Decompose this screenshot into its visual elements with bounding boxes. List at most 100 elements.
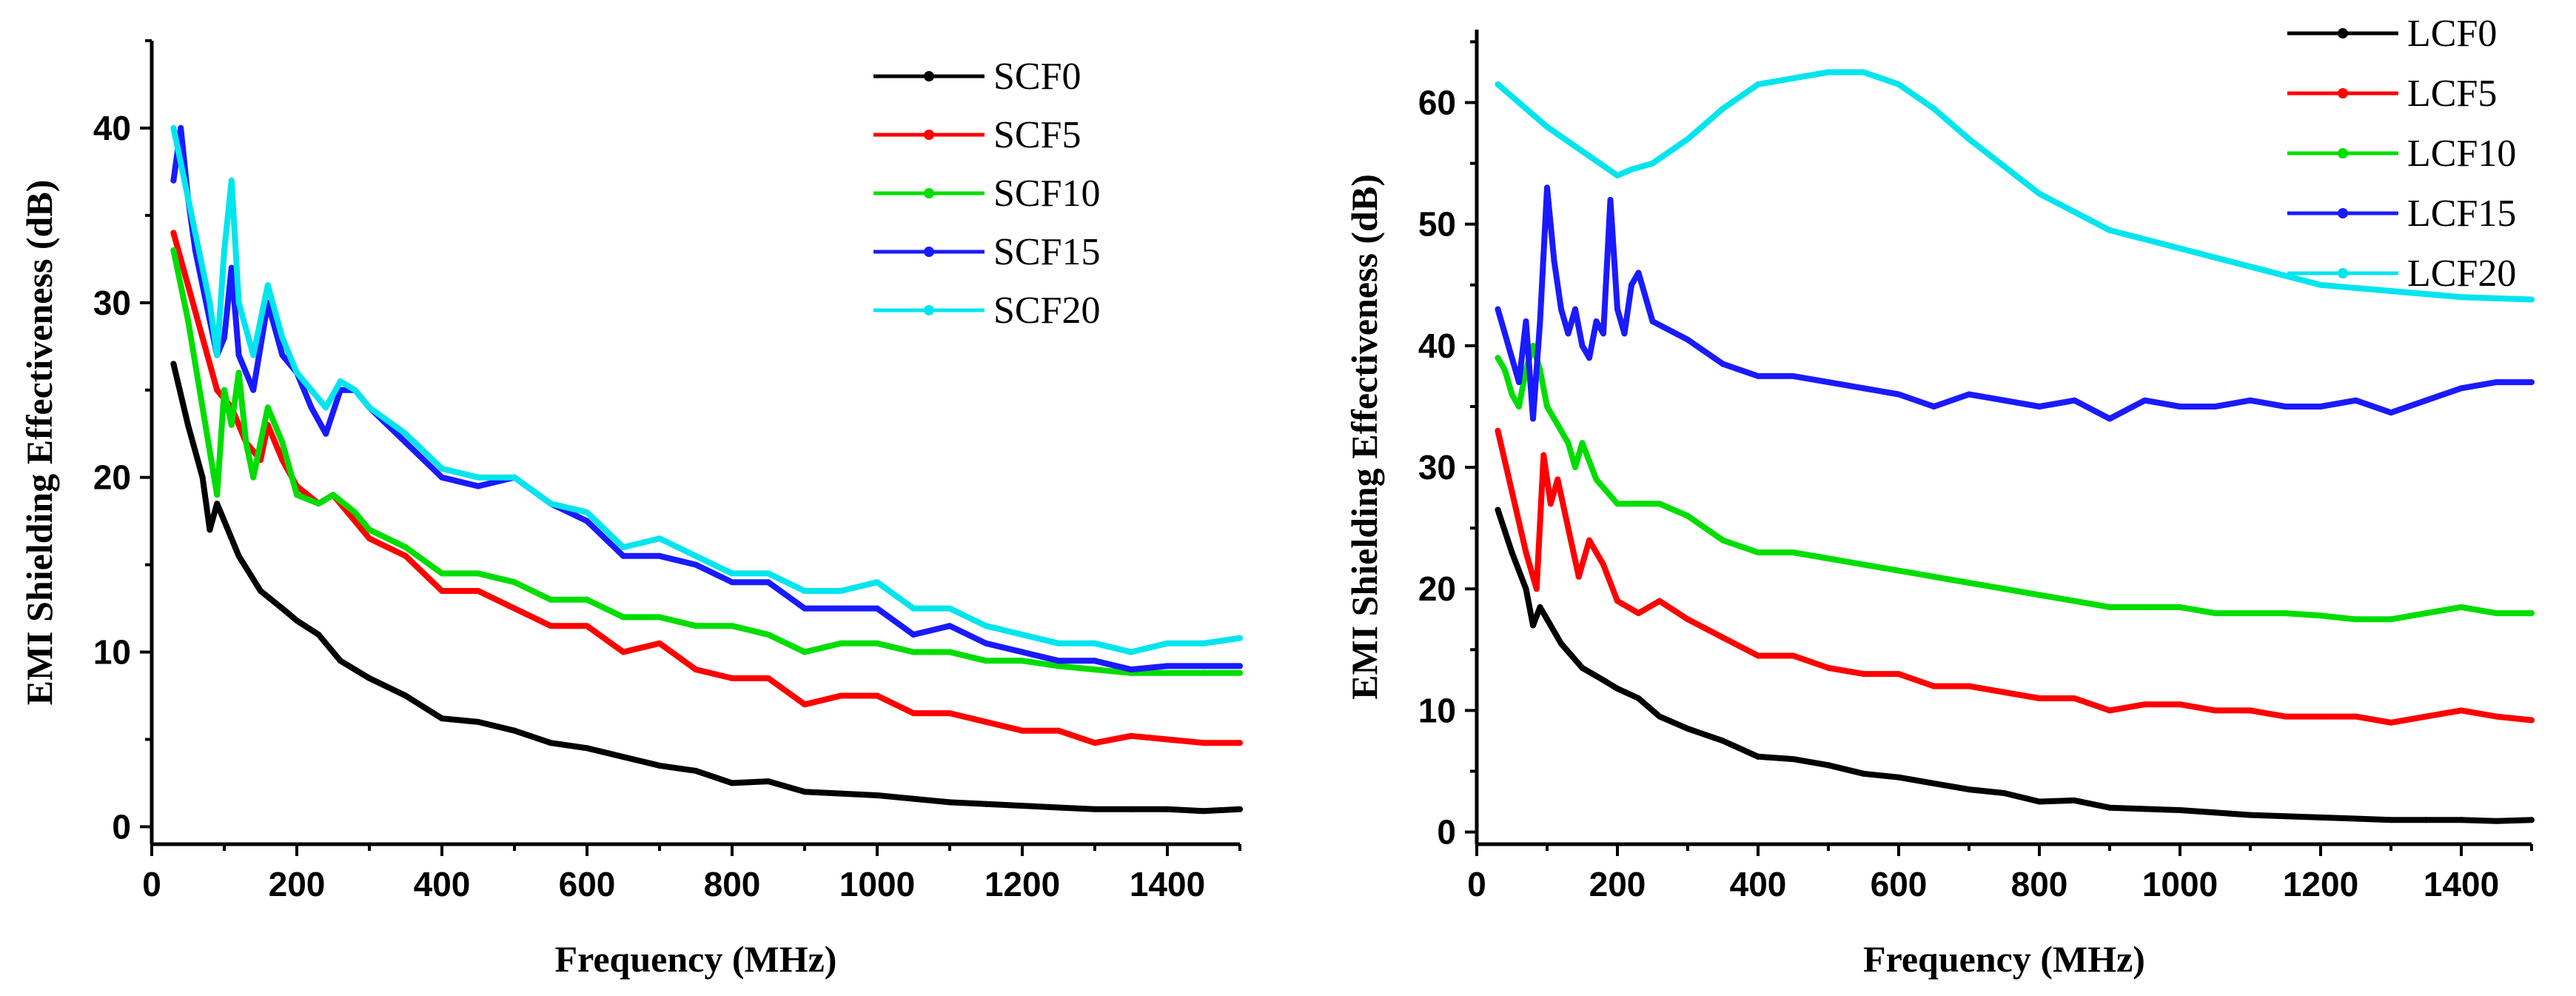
data-point-lcf20 <box>2458 294 2464 301</box>
data-point-scf20 <box>584 509 590 515</box>
data-point-lcf0 <box>2282 813 2289 820</box>
data-point-lcf5 <box>1495 427 1501 434</box>
x-tick-label: 600 <box>1871 865 1928 903</box>
data-point-scf10 <box>838 640 844 646</box>
data-point-scf10 <box>1019 658 1025 664</box>
data-point-lcf15 <box>1537 318 1543 324</box>
data-point-lcf15 <box>1551 257 1557 264</box>
data-point-lcf0 <box>2107 804 2113 811</box>
data-point-scf20 <box>221 247 227 253</box>
data-point-lcf10 <box>2177 604 2183 610</box>
data-point-lcf10 <box>2388 616 2394 623</box>
data-point-lcf5 <box>1575 573 1582 580</box>
data-point-scf10 <box>1092 666 1098 673</box>
data-point-lcf5 <box>2458 707 2464 714</box>
data-point-scf20 <box>1237 635 1243 641</box>
data-point-scf5 <box>765 675 771 681</box>
data-point-scf15 <box>308 404 315 411</box>
data-point-scf15 <box>1092 658 1098 664</box>
data-point-lcf5 <box>2247 707 2253 714</box>
data-point-lcf0 <box>1790 756 1797 763</box>
data-point-lcf15 <box>1558 306 1564 312</box>
data-point-lcf10 <box>1657 501 1663 507</box>
data-point-lcf10 <box>2529 610 2535 617</box>
data-point-scf0 <box>874 792 880 798</box>
data-point-scf15 <box>910 632 916 638</box>
data-point-scf0 <box>279 605 286 612</box>
y-tick-label: 30 <box>93 284 131 322</box>
legend-label-lcf0: LCF0 <box>2407 13 2497 55</box>
data-point-scf0 <box>765 778 771 785</box>
data-point-lcf5 <box>2352 713 2359 720</box>
data-point-lcf15 <box>2141 397 2148 404</box>
data-point-scf15 <box>983 640 989 646</box>
series-line-scf0 <box>170 361 1243 815</box>
data-point-scf20 <box>693 552 699 559</box>
data-point-lcf0 <box>1966 786 1972 793</box>
data-point-lcf20 <box>1544 124 1550 130</box>
data-point-lcf10 <box>1502 367 1508 373</box>
data-point-lcf10 <box>2141 604 2148 610</box>
data-point-scf0 <box>214 501 221 507</box>
data-point-scf10 <box>279 439 286 446</box>
data-point-scf5 <box>439 588 445 594</box>
data-point-scf15 <box>178 124 184 131</box>
data-point-lcf15 <box>1649 318 1656 324</box>
data-point-lcf15 <box>1502 330 1508 337</box>
data-point-scf5 <box>214 387 221 393</box>
data-point-lcf5 <box>2529 717 2535 723</box>
data-point-scf10 <box>366 527 372 533</box>
x-tick-label: 200 <box>1589 865 1646 903</box>
data-point-scf20 <box>366 404 372 411</box>
data-point-scf10 <box>765 632 771 638</box>
data-point-scf15 <box>765 579 771 586</box>
data-point-scf0 <box>1237 806 1243 812</box>
data-point-lcf0 <box>2388 817 2394 823</box>
data-point-lcf5 <box>2318 713 2324 720</box>
data-point-lcf20 <box>2247 264 2253 270</box>
data-point-scf20 <box>548 501 554 507</box>
series-line-lcf20 <box>1495 69 2535 303</box>
x-tick-label: 400 <box>414 865 471 903</box>
data-point-lcf5 <box>2388 719 2394 726</box>
data-point-scf10 <box>1056 663 1061 669</box>
data-point-lcf0 <box>1544 616 1550 623</box>
data-point-lcf15 <box>2352 397 2359 404</box>
series-line-scf10 <box>170 247 1243 676</box>
data-point-lcf10 <box>1790 549 1797 555</box>
data-point-lcf5 <box>1825 664 1831 671</box>
data-point-lcf20 <box>2107 227 2113 233</box>
data-point-scf15 <box>838 605 844 612</box>
data-point-lcf10 <box>1685 512 1691 519</box>
x-tick-label: 0 <box>142 865 161 903</box>
series-line-lcf15 <box>1495 184 2535 422</box>
data-point-scf20 <box>308 387 315 393</box>
series-line-lcf10 <box>1495 342 2535 623</box>
data-point-scf0 <box>983 801 989 807</box>
data-point-scf0 <box>475 718 481 725</box>
data-point-scf20 <box>1164 640 1170 646</box>
data-point-lcf15 <box>2212 404 2218 410</box>
data-point-lcf20 <box>1614 173 1620 178</box>
data-point-lcf0 <box>2212 809 2218 816</box>
data-point-scf10 <box>729 623 735 629</box>
data-point-lcf15 <box>2388 410 2394 416</box>
data-point-scf15 <box>620 552 626 559</box>
data-point-scf5 <box>802 701 808 708</box>
data-point-scf15 <box>235 352 242 358</box>
data-point-scf5 <box>1056 727 1061 734</box>
data-point-lcf5 <box>2071 695 2078 701</box>
data-point-scf15 <box>1164 663 1170 669</box>
data-point-scf15 <box>1056 658 1061 664</box>
data-point-scf0 <box>294 618 300 624</box>
data-point-scf5 <box>584 623 590 629</box>
data-point-scf20 <box>1201 640 1207 646</box>
data-point-lcf0 <box>2036 798 2042 805</box>
data-point-lcf15 <box>1586 355 1592 361</box>
data-point-lcf5 <box>1533 586 1540 592</box>
data-point-scf20 <box>511 474 517 481</box>
data-point-scf0 <box>366 675 372 681</box>
data-point-lcf15 <box>2493 379 2500 386</box>
data-point-lcf10 <box>2212 610 2218 617</box>
data-point-lcf20 <box>1931 105 1937 112</box>
